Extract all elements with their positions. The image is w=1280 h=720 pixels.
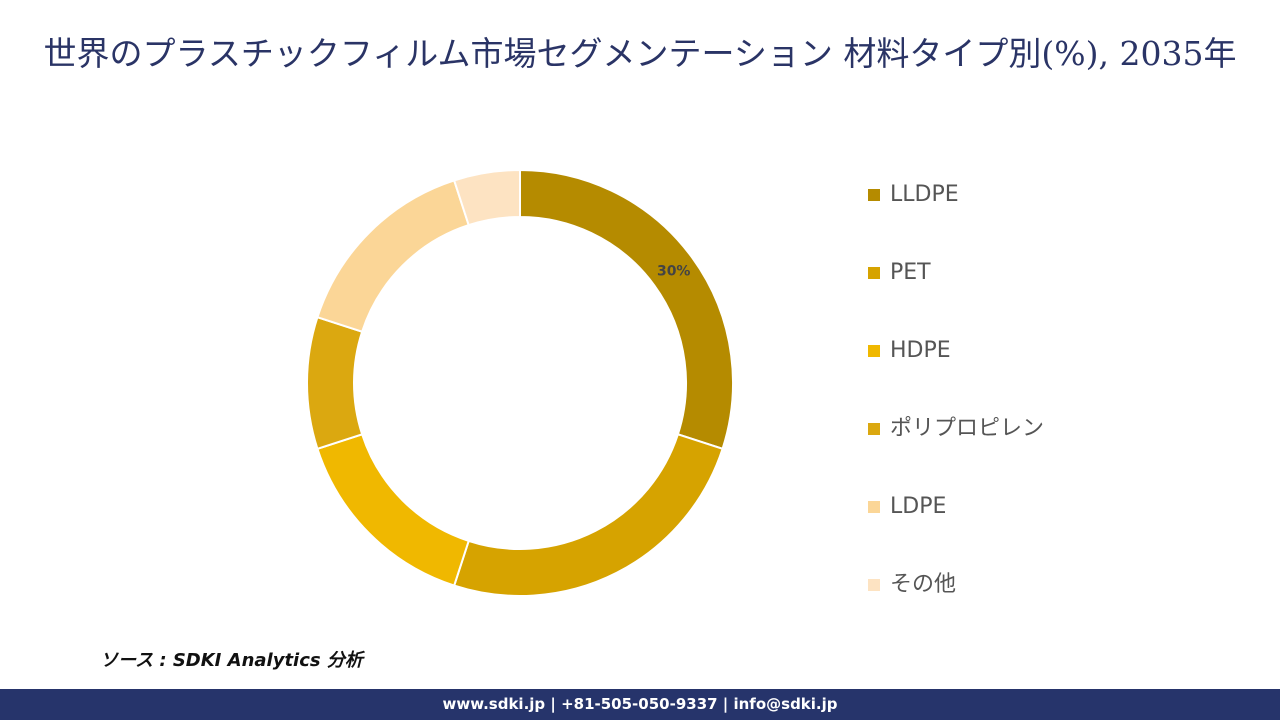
legend-swatch: [868, 423, 880, 435]
chart: 30% LLDPE PET HDPE ポリプロピレン LDPE その他: [306, 168, 1044, 597]
footer: www.sdki.jp | +81-505-050-9337 | info@sd…: [0, 689, 1280, 720]
donut-segment: [452, 168, 521, 227]
legend-label: PET: [890, 260, 931, 285]
donut-segment: [519, 168, 734, 451]
legend-swatch: [868, 267, 880, 279]
legend-swatch: [868, 189, 880, 201]
source-note: ソース : SDKI Analytics 分析: [100, 650, 363, 671]
legend-label: ポリプロピレン: [890, 416, 1044, 441]
legend-swatch: [868, 579, 880, 591]
data-label: 30%: [657, 263, 691, 279]
legend-swatch: [868, 345, 880, 357]
donut-segment: [306, 315, 364, 451]
chart-title: 世界のプラスチックフィルム市場セグメンテーション 材料タイプ別(%), 2035…: [43, 34, 1237, 73]
donut-segment: [316, 433, 470, 587]
donut-segment: [452, 433, 724, 597]
legend-label: その他: [890, 572, 956, 597]
legend-label: LLDPE: [890, 182, 959, 207]
legend-label: HDPE: [890, 338, 951, 363]
donut-segment: [316, 179, 470, 333]
legend-swatch: [868, 501, 880, 513]
legend-label: LDPE: [890, 494, 946, 519]
